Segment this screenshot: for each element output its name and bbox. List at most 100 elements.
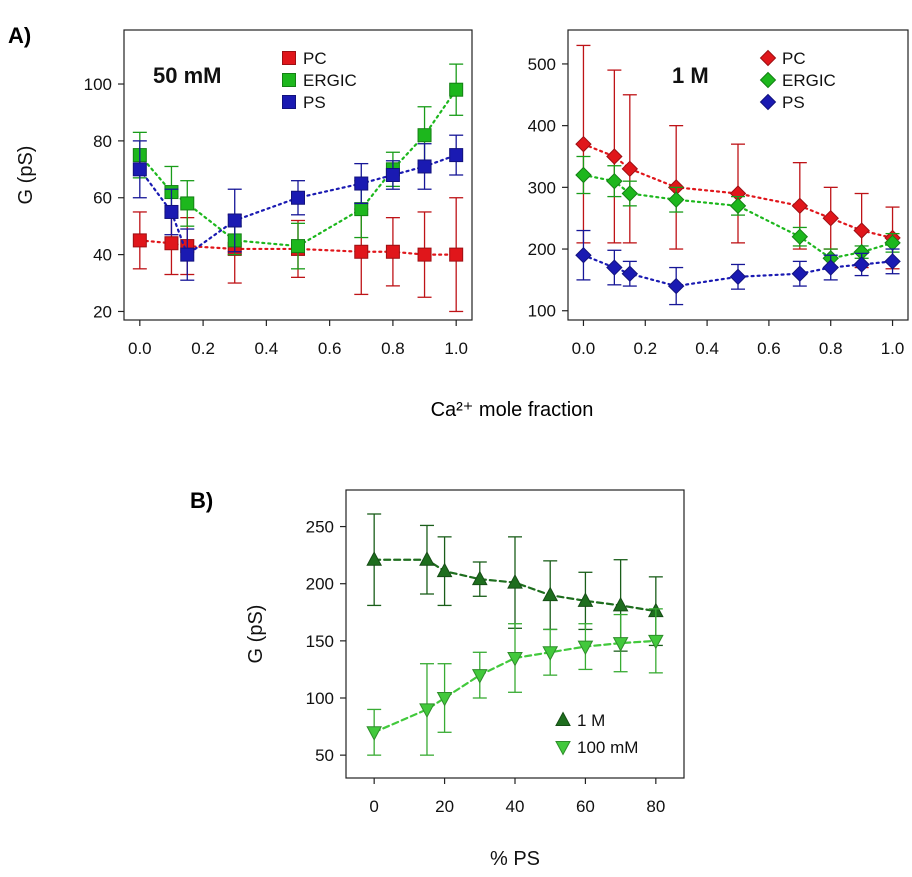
- legend-marker: [282, 95, 296, 109]
- y-tick-label: 60: [93, 189, 112, 208]
- legend-label: PS: [782, 93, 805, 112]
- x-tick-label: 1.0: [444, 339, 468, 358]
- x-axis-label: % PS: [490, 848, 540, 870]
- data-point: [575, 247, 592, 264]
- data-point: [132, 233, 147, 248]
- chart-1M: 0.0 0.2 0.4 0.6 0.8 1.0 100 200 300 400 500 1 M PC ER…: [528, 29, 909, 358]
- y-tick-label: 500: [528, 55, 556, 74]
- data-point: [132, 162, 147, 177]
- series-pc: [575, 44, 901, 270]
- legend-label: 100 mM: [577, 738, 638, 757]
- concentration-annotation: 50 mM: [153, 63, 221, 88]
- x-tick-label: 0.4: [695, 339, 719, 358]
- data-point: [822, 259, 839, 276]
- data-point: [667, 191, 685, 208]
- legend-label: PC: [782, 49, 806, 68]
- x-tick-label: 0.0: [128, 339, 152, 358]
- x-tick-label: 40: [506, 797, 525, 816]
- data-point: [729, 197, 747, 215]
- y-axis-label: G (pS): [245, 605, 267, 664]
- data-point: [575, 135, 592, 153]
- concentration-annotation: 1 M: [672, 63, 709, 88]
- legend-marker: [282, 73, 296, 87]
- series-100-mm: [366, 608, 664, 756]
- data-point: [791, 228, 809, 245]
- data-point: [729, 268, 747, 286]
- data-point: [417, 247, 432, 262]
- x-tick-label: 0.8: [819, 339, 843, 358]
- legend-label: PS: [303, 93, 326, 112]
- series-line: [582, 173, 894, 260]
- series-ergic: [132, 63, 464, 270]
- data-point: [667, 277, 685, 295]
- x-tick-label: 0.4: [255, 339, 279, 358]
- data-point: [366, 551, 383, 566]
- chart-percent-ps: 0 20 40 60 80 50 100 150 200 250 G (pS) % PS 1 M 100 …: [245, 489, 685, 870]
- data-point: [291, 239, 305, 254]
- data-point: [354, 202, 369, 217]
- data-point: [291, 190, 305, 205]
- data-point: [621, 265, 639, 282]
- data-point: [471, 570, 488, 586]
- data-point: [227, 213, 242, 228]
- y-tick-label: 50: [315, 746, 334, 765]
- data-point: [354, 244, 369, 259]
- legend-marker: [555, 711, 571, 726]
- data-point: [791, 197, 809, 215]
- data-point: [417, 159, 432, 174]
- data-point: [612, 596, 629, 612]
- legend-label: PC: [303, 49, 327, 68]
- data-point: [471, 669, 488, 684]
- data-point: [612, 637, 629, 652]
- chart-50mM: 0.0 0.2 0.4 0.6 0.8 1.0 20 40 60 80 100 G (pS) 50 mM…: [15, 29, 473, 358]
- series-ergic: [575, 155, 901, 269]
- data-point: [385, 244, 400, 259]
- data-point: [542, 586, 559, 602]
- y-tick-label: 250: [306, 518, 334, 537]
- data-point: [164, 236, 179, 251]
- data-point: [822, 209, 839, 227]
- y-tick-label: 20: [93, 302, 112, 321]
- shared-x-axis-label: Ca²⁺ mole fraction: [431, 399, 594, 421]
- data-point: [577, 640, 594, 656]
- y-tick-label: 300: [528, 178, 556, 197]
- data-point: [791, 265, 809, 282]
- data-point: [180, 247, 195, 262]
- x-tick-label: 0.2: [191, 339, 215, 358]
- x-tick-label: 0.0: [572, 339, 596, 358]
- x-tick-label: 0.8: [381, 339, 405, 358]
- x-tick-label: 0.6: [318, 339, 342, 358]
- data-point: [354, 176, 369, 191]
- data-point: [417, 128, 432, 143]
- x-tick-label: 20: [435, 797, 454, 816]
- panel-b-label: B): [190, 488, 213, 513]
- y-tick-label: 80: [93, 132, 112, 151]
- legend-label: 1 M: [577, 711, 605, 730]
- legend-marker: [555, 741, 571, 756]
- series-ps: [575, 229, 901, 306]
- data-point: [853, 222, 870, 239]
- y-tick-label: 100: [306, 689, 334, 708]
- legend-marker: [282, 51, 296, 65]
- data-point: [542, 646, 559, 661]
- x-tick-label: 60: [576, 797, 595, 816]
- data-point: [853, 256, 870, 273]
- data-point: [606, 259, 623, 276]
- data-point: [419, 703, 435, 718]
- y-tick-label: 200: [306, 575, 334, 594]
- legend-marker: [759, 71, 777, 89]
- data-point: [884, 253, 901, 270]
- x-tick-label: 1.0: [881, 339, 905, 358]
- data-point: [575, 166, 592, 184]
- legend-label: ERGIC: [303, 71, 357, 90]
- data-point: [385, 168, 400, 182]
- data-point: [449, 82, 464, 97]
- y-axis-label: G (pS): [15, 146, 37, 205]
- data-point: [449, 148, 464, 163]
- data-point: [621, 160, 639, 178]
- series-line: [582, 143, 894, 240]
- panel-a-label: A): [8, 23, 31, 48]
- data-point: [577, 592, 594, 607]
- plot-frame: [567, 29, 909, 321]
